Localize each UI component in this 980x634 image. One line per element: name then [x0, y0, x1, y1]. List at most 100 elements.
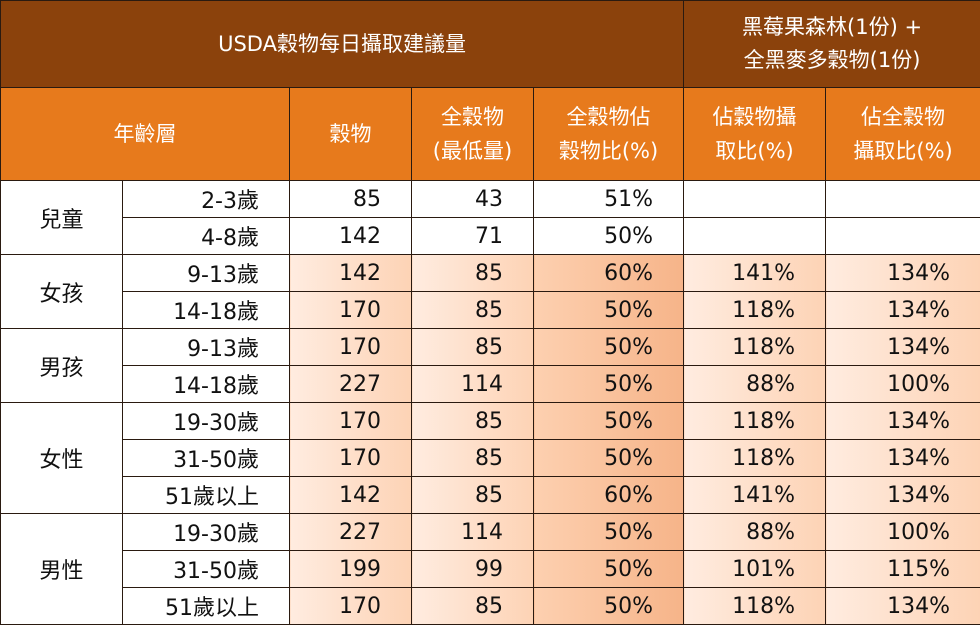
column-header-line: 全穀物佔	[566, 105, 651, 129]
whole-grain-cell: 85	[411, 254, 534, 292]
column-header-line: (最低量)	[432, 139, 513, 163]
age-cell: 4-8歲	[122, 217, 290, 255]
column-header-line: 攝取比(%)	[853, 139, 953, 163]
grain-intake-cell: 118%	[683, 587, 827, 625]
whole-intake-cell: 134%	[825, 254, 980, 292]
table-row: 51歲以上 170 85 50% 118% 134%	[1, 587, 980, 625]
grain-intake-cell: 118%	[683, 402, 827, 440]
grain-intake-cell: 141%	[683, 476, 827, 514]
grain-cell: 227	[289, 365, 412, 403]
whole-grain-cell: 85	[411, 402, 534, 440]
whole-intake-cell: 100%	[825, 365, 980, 403]
whole-grain-cell: 114	[411, 513, 534, 551]
table-row: 男孩 9-13歲 170 85 50% 118% 134%	[0, 328, 980, 403]
whole-grain-cell: 85	[411, 328, 534, 366]
grain-intake-cell: 118%	[683, 328, 827, 366]
grain-intake-cell	[683, 217, 827, 255]
grain-cell: 227	[289, 513, 412, 551]
grain-intake-cell: 88%	[683, 513, 827, 551]
table-row: 男性 19-30歲 227 114 50% 88% 100%	[0, 513, 980, 625]
grain-cell: 142	[289, 476, 412, 514]
age-cell: 14-18歲	[122, 291, 290, 329]
column-header-line: 全穀物	[441, 105, 504, 129]
age-cell: 19-30歲	[122, 402, 290, 440]
whole-intake-cell	[825, 180, 980, 218]
group-label: 女孩	[0, 254, 123, 329]
group-label: 男孩	[0, 328, 123, 403]
table-row: 31-50歲 170 85 50% 118% 134%	[1, 439, 980, 477]
column-header-whole-intake: 佔全穀物 攝取比(%)	[825, 87, 980, 181]
product-header-line1: 黑莓果森林(1份) +	[742, 15, 923, 39]
whole-ratio-cell: 50%	[532, 402, 685, 440]
column-header-whole-ratio: 全穀物佔 穀物比(%)	[532, 87, 685, 181]
whole-ratio-cell: 50%	[532, 217, 685, 255]
table-row: 14-18歲 227 114 50% 88% 100%	[1, 365, 980, 403]
grain-cell: 142	[289, 217, 412, 255]
whole-intake-cell: 134%	[825, 587, 980, 625]
whole-grain-cell: 114	[411, 365, 534, 403]
grain-intake-cell: 118%	[683, 291, 827, 329]
whole-ratio-cell: 50%	[532, 328, 685, 366]
whole-grain-cell: 99	[411, 550, 534, 588]
table-row: 女孩 9-13歲 142 85 60% 141% 134%	[0, 254, 980, 329]
whole-intake-cell: 115%	[825, 550, 980, 588]
whole-ratio-cell: 51%	[532, 180, 685, 218]
product-header-line2: 全黑麥多穀物(1份)	[743, 48, 921, 72]
whole-grain-cell: 85	[411, 439, 534, 477]
whole-ratio-cell: 50%	[532, 587, 685, 625]
column-header-line: 穀物比(%)	[558, 139, 659, 163]
column-header-line: 取比(%)	[715, 139, 794, 163]
grain-intake-cell: 118%	[683, 439, 827, 477]
age-cell: 2-3歲	[122, 180, 290, 218]
product-header: 黑莓果森林(1份) + 全黑麥多穀物(1份)	[683, 0, 980, 88]
group-label: 女性	[0, 402, 123, 514]
whole-ratio-cell: 60%	[532, 254, 685, 292]
grain-cell: 170	[289, 291, 412, 329]
whole-grain-cell: 85	[411, 587, 534, 625]
grain-intake-cell: 101%	[683, 550, 827, 588]
whole-intake-cell: 134%	[825, 328, 980, 366]
whole-grain-cell: 85	[411, 476, 534, 514]
grain-cell: 170	[289, 402, 412, 440]
column-header-grain: 穀物	[289, 87, 412, 181]
group-label: 男性	[0, 513, 123, 625]
grain-cell: 170	[289, 439, 412, 477]
age-cell: 14-18歲	[122, 365, 290, 403]
age-cell: 9-13歲	[122, 328, 290, 366]
whole-ratio-cell: 50%	[532, 513, 685, 551]
grain-intake-cell: 88%	[683, 365, 827, 403]
grain-cell: 142	[289, 254, 412, 292]
column-header-line: 佔穀物攝	[712, 105, 797, 129]
whole-intake-cell: 100%	[825, 513, 980, 551]
grain-cell: 170	[289, 587, 412, 625]
age-cell: 31-50歲	[122, 550, 290, 588]
grain-intake-cell	[683, 180, 827, 218]
whole-intake-cell: 134%	[825, 402, 980, 440]
age-cell: 51歲以上	[122, 476, 290, 514]
table-title: USDA穀物每日攝取建議量	[0, 0, 685, 88]
table-row: 兒童 2-3歲 85 43 51%	[0, 180, 980, 255]
table-row: 14-18歲 170 85 50% 118% 134%	[1, 291, 980, 329]
whole-grain-cell: 71	[411, 217, 534, 255]
table-row: 51歲以上 142 85 60% 141% 134%	[1, 476, 980, 514]
whole-intake-cell	[825, 217, 980, 255]
grain-cell: 199	[289, 550, 412, 588]
whole-intake-cell: 134%	[825, 476, 980, 514]
column-header-line: 佔全穀物	[861, 105, 946, 129]
whole-ratio-cell: 50%	[532, 291, 685, 329]
whole-grain-cell: 43	[411, 180, 534, 218]
column-header-age-group: 年齡層	[0, 87, 290, 181]
whole-ratio-cell: 50%	[532, 550, 685, 588]
grain-cell: 170	[289, 328, 412, 366]
column-header-grain-intake: 佔穀物攝 取比(%)	[683, 87, 827, 181]
whole-intake-cell: 134%	[825, 439, 980, 477]
whole-ratio-cell: 60%	[532, 476, 685, 514]
age-cell: 51歲以上	[122, 587, 290, 625]
age-cell: 31-50歲	[122, 439, 290, 477]
whole-grain-cell: 85	[411, 291, 534, 329]
age-cell: 19-30歲	[122, 513, 290, 551]
grain-cell: 85	[289, 180, 412, 218]
column-header-whole-grain: 全穀物 (最低量)	[411, 87, 534, 181]
whole-ratio-cell: 50%	[532, 365, 685, 403]
